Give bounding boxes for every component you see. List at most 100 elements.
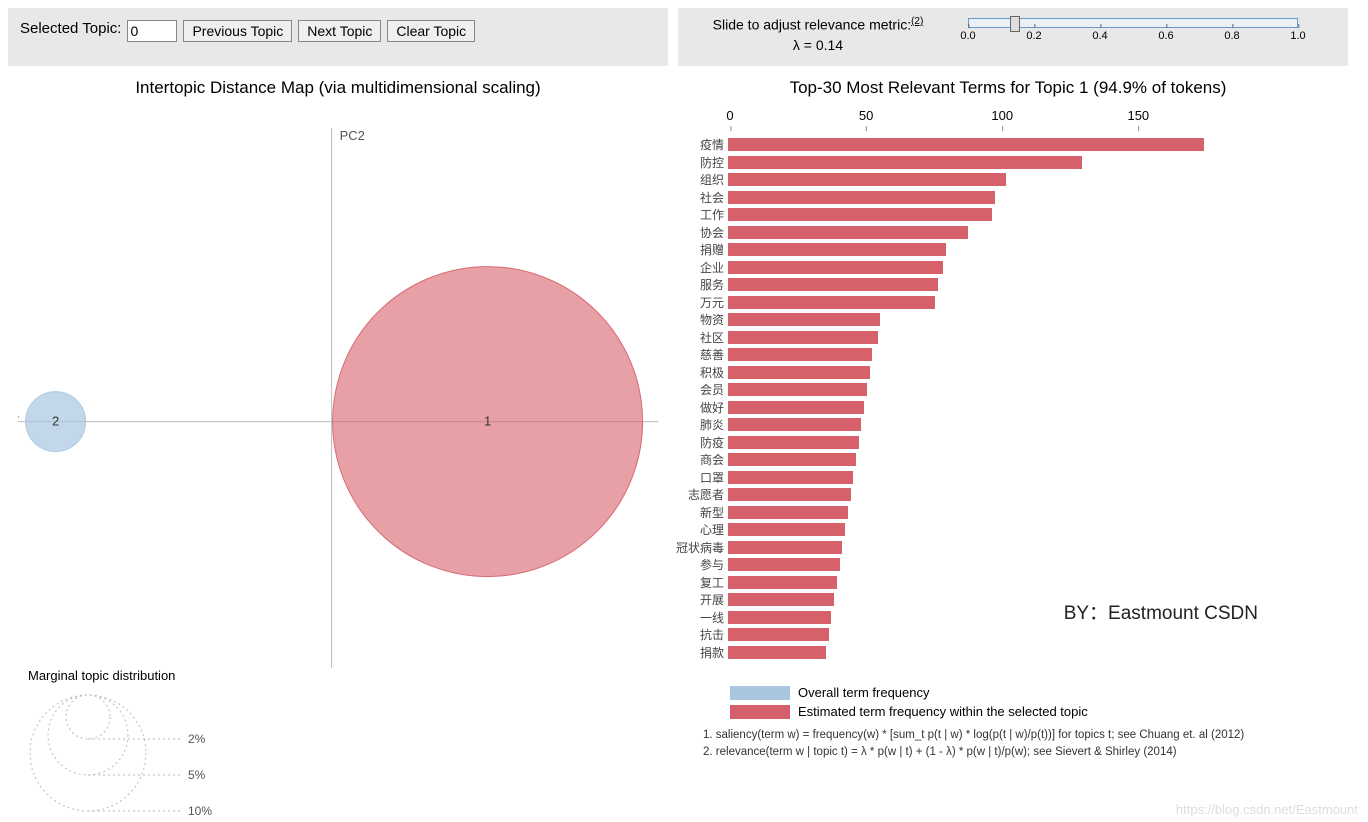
bar-axis-tick: 50 (859, 108, 873, 123)
overall-label: Overall term frequency (798, 685, 930, 700)
term-label: 疫情 (668, 136, 728, 153)
slider-tick: 0.4 (1092, 30, 1107, 42)
term-bar-fill (728, 261, 943, 274)
marginal-level: 5% (188, 768, 206, 782)
slider-footnote-ref: (2) (911, 16, 923, 27)
term-bar[interactable]: 捐款 (668, 644, 1348, 662)
term-bar-fill (728, 296, 935, 309)
term-bar-fill (728, 611, 831, 624)
slider-tick: 0.6 (1158, 30, 1173, 42)
term-bar[interactable]: 组织 (668, 171, 1348, 189)
term-bar[interactable]: 物资 (668, 311, 1348, 329)
term-bar[interactable]: 服务 (668, 276, 1348, 294)
term-bar[interactable]: 复工 (668, 574, 1348, 592)
topic-circle-label: 2 (52, 414, 59, 429)
term-bar[interactable]: 慈善 (668, 346, 1348, 364)
term-bar[interactable]: 冠状病毒 (668, 539, 1348, 557)
term-bar[interactable]: 疫情 (668, 136, 1348, 154)
clear-topic-button[interactable]: Clear Topic (387, 20, 475, 42)
term-label: 捐款 (668, 644, 728, 661)
term-label: 服务 (668, 276, 728, 293)
left-panel: Intertopic Distance Map (via multidimens… (8, 78, 668, 762)
top-row: Selected Topic: Previous Topic Next Topi… (0, 0, 1368, 74)
next-topic-button[interactable]: Next Topic (298, 20, 381, 42)
term-bar[interactable]: 商会 (668, 451, 1348, 469)
slider-label: Slide to adjust relevance metric:(2) (692, 16, 944, 33)
marginal-level: 10% (188, 804, 212, 818)
term-label: 慈善 (668, 346, 728, 363)
term-bar-fill (728, 471, 853, 484)
bars-title: Top-30 Most Relevant Terms for Topic 1 (… (668, 78, 1348, 98)
term-bar[interactable]: 心理 (668, 521, 1348, 539)
right-panel: Top-30 Most Relevant Terms for Topic 1 (… (668, 78, 1348, 762)
term-bar-fill (728, 156, 1082, 169)
term-bar-fill (728, 173, 1006, 186)
term-bar[interactable]: 社区 (668, 329, 1348, 347)
term-bar[interactable]: 做好 (668, 399, 1348, 417)
term-bar[interactable]: 肺炎 (668, 416, 1348, 434)
url-watermark: https://blog.csdn.net/Eastmount (1176, 802, 1358, 817)
term-label: 协会 (668, 224, 728, 241)
legend-overall: Overall term frequency (730, 685, 1348, 700)
term-bar[interactable]: 会员 (668, 381, 1348, 399)
term-label: 心理 (668, 521, 728, 538)
term-bar[interactable]: 万元 (668, 294, 1348, 312)
term-bar[interactable]: 防疫 (668, 434, 1348, 452)
term-bar-fill (728, 191, 995, 204)
term-bar[interactable]: 抗击 (668, 626, 1348, 644)
term-bar-fill (728, 418, 861, 431)
term-bar[interactable]: 协会 (668, 224, 1348, 242)
term-bar[interactable]: 企业 (668, 259, 1348, 277)
term-bar-fill (728, 593, 834, 606)
lambda-slider[interactable] (968, 18, 1298, 28)
term-bar[interactable]: 积极 (668, 364, 1348, 382)
footnote-1: 1. saliency(term w) = frequency(w) * [su… (703, 727, 1348, 744)
slider-label-text: Slide to adjust relevance metric: (713, 17, 911, 33)
term-bar-fill (728, 208, 992, 221)
bars-area: 050100150 疫情防控组织社会工作协会捐赠企业服务万元物资社区慈善积极会员… (668, 108, 1348, 762)
bar-axis-tick: 150 (1127, 108, 1149, 123)
term-bar-fill (728, 523, 845, 536)
main-content: Intertopic Distance Map (via multidimens… (0, 74, 1368, 766)
term-bar[interactable]: 志愿者 (668, 486, 1348, 504)
term-label: 冠状病毒 (668, 539, 728, 556)
term-bar[interactable]: 捐赠 (668, 241, 1348, 259)
previous-topic-button[interactable]: Previous Topic (183, 20, 292, 42)
term-label: 社会 (668, 189, 728, 206)
bar-axis-tick: 100 (991, 108, 1013, 123)
term-label: 商会 (668, 451, 728, 468)
term-bar-fill (728, 488, 851, 501)
term-bar[interactable]: 防控 (668, 154, 1348, 172)
term-bar[interactable]: 口罩 (668, 469, 1348, 487)
term-bar[interactable]: 社会 (668, 189, 1348, 207)
term-bar[interactable]: 新型 (668, 504, 1348, 522)
term-label: 志愿者 (668, 486, 728, 503)
term-label: 积极 (668, 364, 728, 381)
intertopic-map: PC212PC1 (18, 108, 658, 668)
term-label: 开展 (668, 591, 728, 608)
term-bar-fill (728, 646, 826, 659)
term-bar-fill (728, 628, 829, 641)
term-bar[interactable]: 参与 (668, 556, 1348, 574)
topic-circle-label: 1 (484, 414, 491, 429)
term-bar-fill (728, 243, 946, 256)
term-label: 肺炎 (668, 416, 728, 433)
term-bar-fill (728, 348, 872, 361)
svg-text:PC2: PC2 (340, 128, 365, 143)
term-label: 会员 (668, 381, 728, 398)
term-bar[interactable]: 工作 (668, 206, 1348, 224)
term-label: 一线 (668, 609, 728, 626)
term-bar-fill (728, 401, 864, 414)
term-label: 口罩 (668, 469, 728, 486)
term-label: 新型 (668, 504, 728, 521)
term-label: 组织 (668, 171, 728, 188)
term-label: 社区 (668, 329, 728, 346)
term-bar-fill (728, 313, 880, 326)
slider-tick: 0.2 (1026, 30, 1041, 42)
term-bar-fill (728, 576, 837, 589)
term-bar-fill (728, 366, 870, 379)
footnote-2: 2. relevance(term w | topic t) = λ * p(w… (703, 744, 1348, 761)
selected-topic-input[interactable] (127, 20, 177, 42)
slider-tick: 0.8 (1224, 30, 1239, 42)
term-label: 参与 (668, 556, 728, 573)
